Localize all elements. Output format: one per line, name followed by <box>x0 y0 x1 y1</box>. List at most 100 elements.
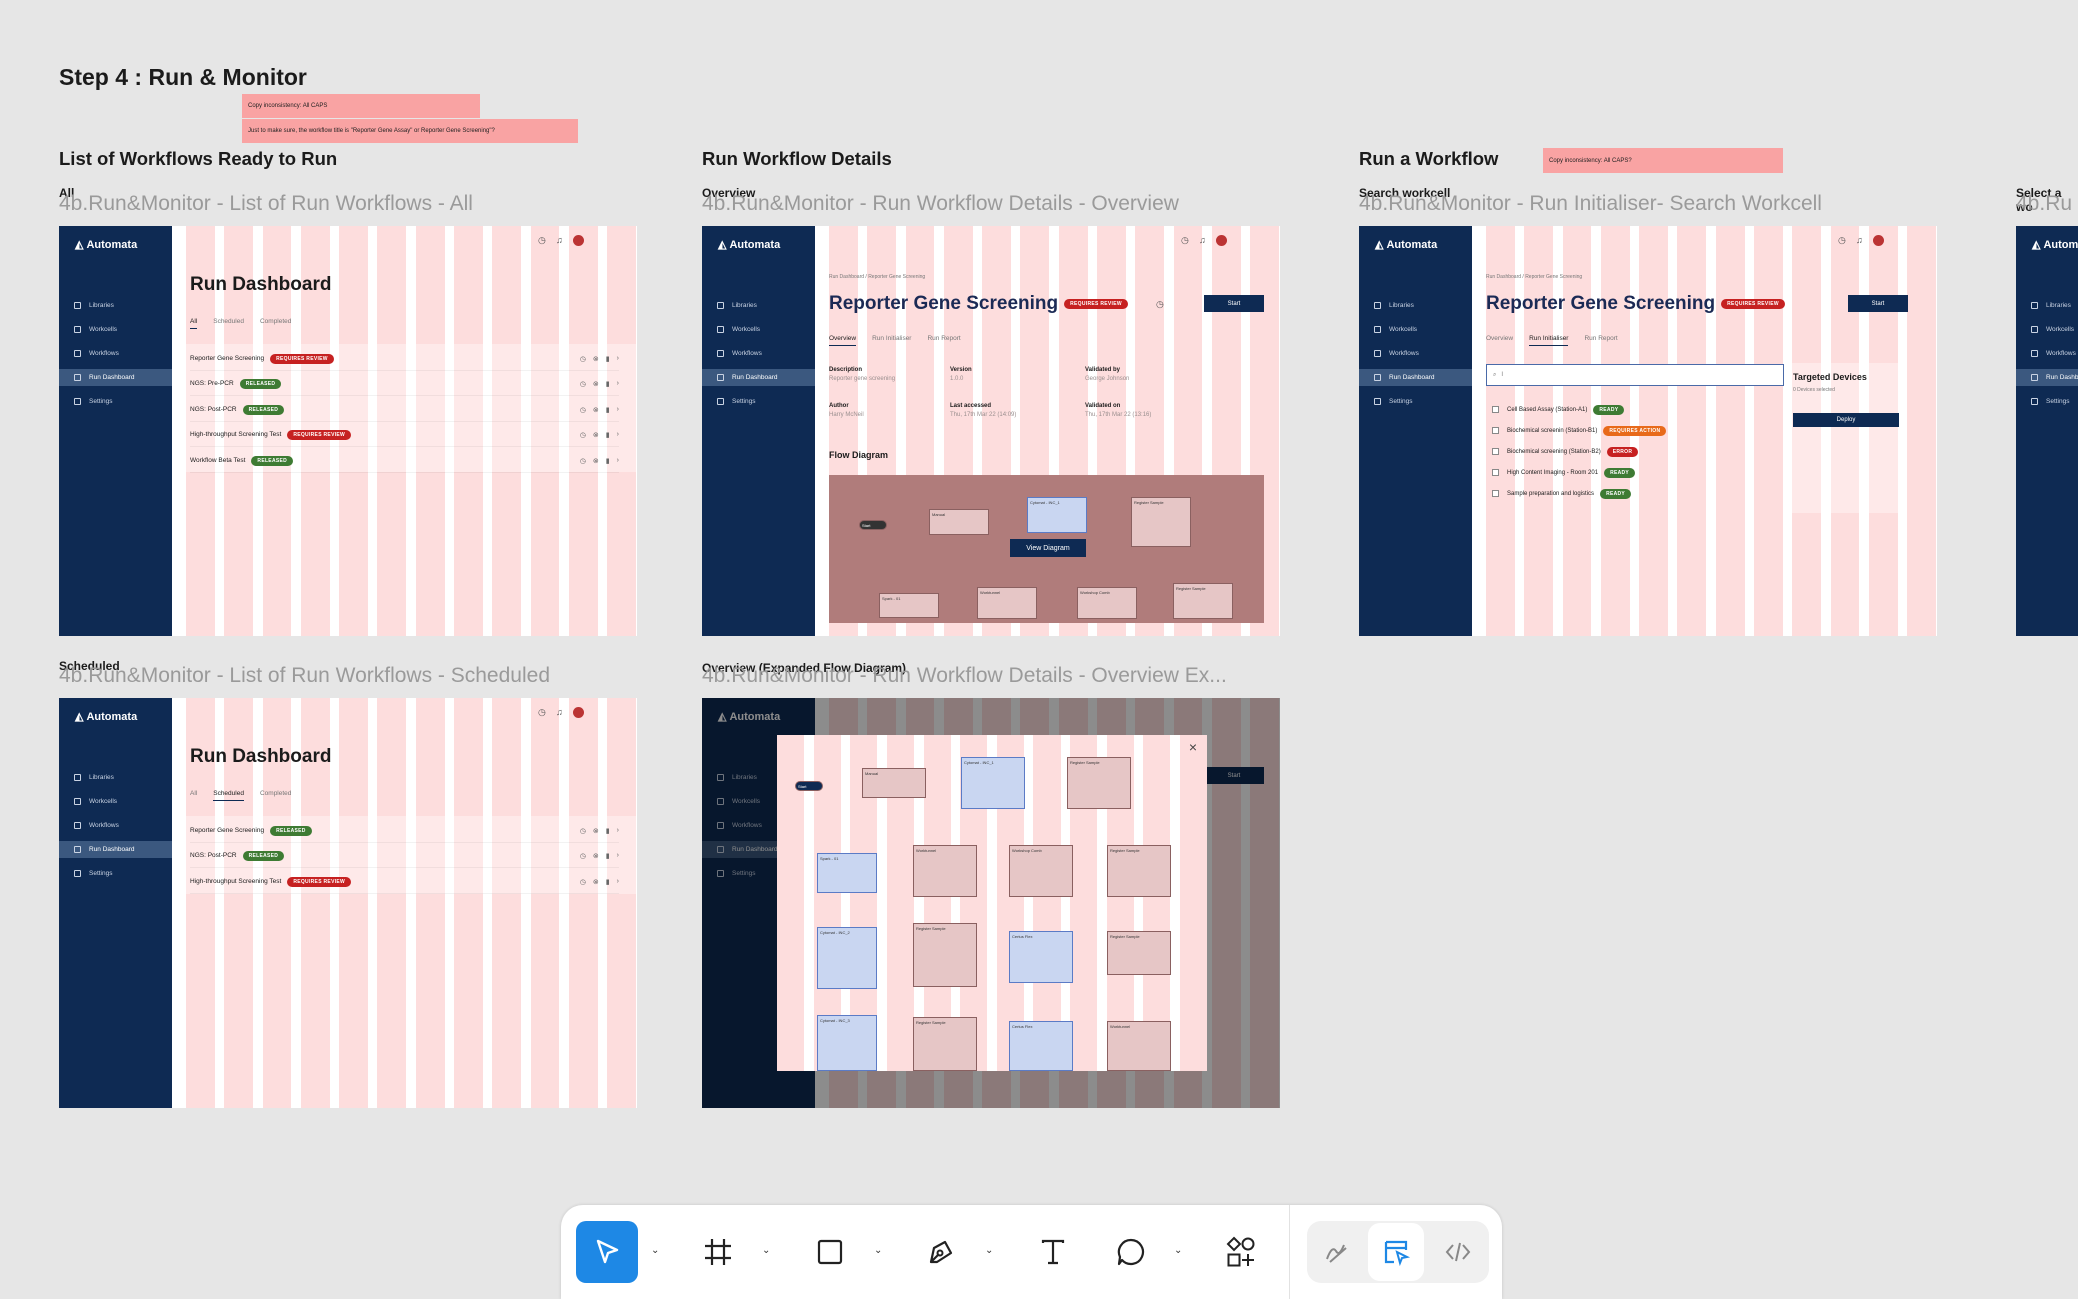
checkbox[interactable] <box>1492 427 1499 434</box>
checkbox[interactable] <box>1492 490 1499 497</box>
start-button[interactable]: Start <box>1204 767 1264 784</box>
flow-node[interactable]: Register Sample <box>1067 757 1131 809</box>
flow-node[interactable]: Start <box>795 781 823 791</box>
frame-details-overview[interactable]: ◭ Automata Libraries Workcells Workflows … <box>702 226 1280 636</box>
nav-item-settings[interactable]: Settings <box>702 865 815 882</box>
nav-item-settings[interactable]: Settings <box>1359 393 1472 410</box>
frame-title[interactable]: 4b.Run&Monitor - Run Workflow Details - … <box>702 192 1179 215</box>
start-button[interactable]: Start <box>1848 295 1908 312</box>
table-row[interactable]: NGS: Pre-PCR RELEASED ◷ ⊗ ▮ › <box>190 372 619 396</box>
chevron-down-icon[interactable]: ⌄ <box>1174 1245 1183 1256</box>
bell-icon[interactable]: ♫ <box>1199 235 1206 245</box>
nav-item-workflows[interactable]: Workflows <box>702 345 815 362</box>
deploy-button[interactable]: Deploy <box>1793 413 1899 427</box>
table-row[interactable]: Reporter Gene Screening RELEASED ◷ ⊗ ▮ › <box>190 819 619 843</box>
table-row[interactable]: High-throughput Screening Test REQUIRES R… <box>190 423 619 447</box>
chevron-down-icon[interactable]: ⌄ <box>874 1245 883 1256</box>
comment-tool-button[interactable] <box>1100 1221 1162 1283</box>
nav-item-workcells[interactable]: Workcells <box>59 793 172 810</box>
frame-list-all[interactable]: ◭ Automata Libraries Workcells Workflows … <box>59 226 637 636</box>
avatar[interactable] <box>573 707 584 720</box>
tab-all[interactable]: All <box>190 790 198 797</box>
tab-all[interactable]: All <box>190 318 198 329</box>
start-button[interactable]: Start <box>1204 295 1264 312</box>
frame-title[interactable]: 4b.Run&Monitor - Run Initialiser- Search… <box>1359 192 1822 215</box>
list-item[interactable]: High Content Imaging - Room 201 READY <box>1486 462 1786 483</box>
flow-node[interactable]: Cytomat - INC_3 <box>817 1015 877 1071</box>
help-icon[interactable]: ◷ <box>538 707 546 717</box>
flow-node[interactable]: Worktunnel <box>1107 1021 1171 1071</box>
avatar[interactable] <box>1216 235 1227 248</box>
flow-node[interactable]: Spark - 01 <box>817 853 877 893</box>
chevron-down-icon[interactable]: ⌄ <box>985 1245 994 1256</box>
checkbox[interactable] <box>1492 448 1499 455</box>
nav-item-run-dashboard[interactable]: Run Dashboard <box>59 369 172 386</box>
nav-item-libraries[interactable]: Libraries <box>59 769 172 786</box>
flow-node[interactable]: Register Sample <box>1107 931 1171 975</box>
tab-overview[interactable]: Overview <box>1486 335 1514 342</box>
pen-tool-button[interactable] <box>910 1221 972 1283</box>
checkbox[interactable] <box>1492 406 1499 413</box>
table-row[interactable]: Workflow Beta Test RELEASED ◷ ⊗ ▮ › <box>190 449 619 473</box>
flow-node[interactable]: Certus Flex <box>1009 1021 1073 1071</box>
nav-item-libraries[interactable]: Libraries <box>1359 297 1472 314</box>
help-icon[interactable]: ◷ <box>1181 235 1189 245</box>
design-mode-button[interactable] <box>1368 1223 1424 1281</box>
nav-item-workcells[interactable]: Workcells <box>702 793 815 810</box>
tab-completed[interactable]: Completed <box>259 790 292 797</box>
flow-node[interactable]: Register Sample <box>1107 845 1171 897</box>
nav-item-settings[interactable]: Settings <box>59 865 172 882</box>
tab-scheduled[interactable]: Scheduled <box>213 790 244 801</box>
draw-mode-button[interactable] <box>1307 1221 1367 1283</box>
nav-item-settings[interactable]: Settings <box>2016 393 2078 410</box>
bell-icon[interactable]: ♫ <box>1856 235 1863 245</box>
comment-note[interactable]: Copy inconsistency: All CAPS <box>242 94 480 118</box>
chevron-down-icon[interactable]: ⌄ <box>762 1245 771 1256</box>
help-icon[interactable]: ◷ <box>538 235 546 245</box>
chevron-down-icon[interactable]: ⌄ <box>651 1245 660 1256</box>
avatar[interactable] <box>573 235 584 248</box>
close-icon[interactable]: × <box>1188 739 1197 755</box>
history-icon[interactable]: ◷ <box>1156 299 1164 309</box>
nav-item-settings[interactable]: Settings <box>702 393 815 410</box>
shape-tool-button[interactable] <box>799 1221 861 1283</box>
list-item[interactable]: Biochemical screening (Station-B2) ERROR <box>1486 441 1786 462</box>
table-row[interactable]: NGS: Post-PCR RELEASED ◷ ⊗ ▮ › <box>190 398 619 422</box>
comment-note[interactable]: Copy inconsistency: All CAPS? <box>1543 148 1783 173</box>
frame-list-scheduled[interactable]: ◭ Automata Libraries Workcells Workflows … <box>59 698 637 1108</box>
flow-node[interactable]: Worktunnel <box>913 845 977 897</box>
nav-item-run-dashboard[interactable]: Run Dashboard <box>1359 369 1472 386</box>
avatar[interactable] <box>1873 235 1884 248</box>
tab-completed[interactable]: Completed <box>259 318 292 325</box>
frame-title[interactable]: 4b.Run&Monitor - List of Run Workflows -… <box>59 192 473 215</box>
list-item[interactable]: Biochemical screenin (Station-B1) REQUIRE… <box>1486 420 1786 441</box>
nav-item-workcells[interactable]: Workcells <box>59 321 172 338</box>
breadcrumb[interactable]: Run Dashboard / Reporter Gene Screening <box>1486 274 1583 280</box>
table-row[interactable]: High-throughput Screening Test REQUIRES R… <box>190 870 619 894</box>
tab-run-report[interactable]: Run Report <box>927 335 961 342</box>
nav-item-workflows[interactable]: Workflows <box>2016 345 2078 362</box>
frame-run-initialiser[interactable]: ◭ Automata Libraries Workcells Workflows … <box>1359 226 1937 636</box>
list-item[interactable]: Sample preparation and logistics READY <box>1486 483 1786 504</box>
text-tool-button[interactable] <box>1022 1221 1084 1283</box>
nav-item-libraries[interactable]: Libraries <box>702 769 815 786</box>
flow-node[interactable]: Manual <box>862 768 926 798</box>
nav-item-libraries[interactable]: Libraries <box>702 297 815 314</box>
frame-overview-expanded[interactable]: ◭ Automata Libraries Workcells Workflows … <box>702 698 1280 1108</box>
bell-icon[interactable]: ♫ <box>556 235 563 245</box>
flow-node[interactable]: Cytomat - INC_1 <box>961 757 1025 809</box>
frame-title[interactable]: 4b.Run&Monitor - Run Workflow Details - … <box>702 664 1227 687</box>
table-row[interactable]: NGS: Post-PCR RELEASED ◷ ⊗ ▮ › <box>190 844 619 868</box>
nav-item-run-dashboard[interactable]: Run Dashboard <box>702 369 815 386</box>
table-row[interactable]: Reporter Gene Screening REQUIRES REVIEW ◷ ⊗… <box>190 347 619 371</box>
flow-node[interactable]: Certus Flex <box>1009 931 1073 983</box>
flow-diagram[interactable]: Start Manual Cytomat - INC_1 Register Sa… <box>829 475 1264 623</box>
nav-item-workflows[interactable]: Workflows <box>1359 345 1472 362</box>
bell-icon[interactable]: ♫ <box>556 707 563 717</box>
nav-item-run-dashboard[interactable]: Run Dashboard <box>2016 369 2078 386</box>
workcell-search-input[interactable]: ⌕ I <box>1486 364 1784 386</box>
move-tool-button[interactable] <box>576 1221 638 1283</box>
tab-run-initialiser[interactable]: Run Initialiser <box>1529 335 1569 346</box>
frame-select-partial[interactable]: ◭Automata Libraries Workcells Workflows … <box>2016 226 2078 636</box>
nav-item-libraries[interactable]: Libraries <box>59 297 172 314</box>
